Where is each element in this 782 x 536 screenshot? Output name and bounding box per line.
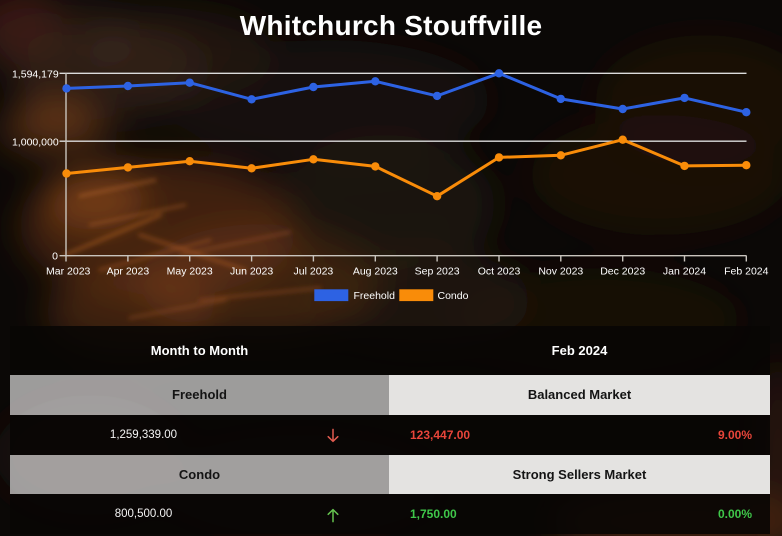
svg-text:Feb 2024: Feb 2024	[724, 266, 769, 278]
svg-text:Apr 2023: Apr 2023	[107, 266, 150, 278]
svg-text:1,594,179: 1,594,179	[12, 69, 59, 81]
svg-text:May 2023: May 2023	[167, 266, 213, 278]
svg-text:Jan 2024: Jan 2024	[663, 266, 706, 278]
svg-text:Condo: Condo	[438, 290, 469, 302]
svg-text:1,000,000: 1,000,000	[12, 137, 59, 149]
svg-text:Mar 2023: Mar 2023	[46, 266, 91, 278]
svg-text:Aug 2023: Aug 2023	[353, 266, 398, 278]
svg-text:Oct 2023: Oct 2023	[478, 266, 521, 278]
svg-text:Dec 2023: Dec 2023	[600, 266, 645, 278]
svg-text:0: 0	[52, 251, 58, 263]
svg-text:Nov 2023: Nov 2023	[538, 266, 583, 278]
svg-text:Jul 2023: Jul 2023	[294, 266, 334, 278]
svg-text:Sep 2023: Sep 2023	[415, 266, 460, 278]
svg-text:Freehold: Freehold	[354, 290, 396, 302]
svg-text:Jun 2023: Jun 2023	[230, 266, 273, 278]
